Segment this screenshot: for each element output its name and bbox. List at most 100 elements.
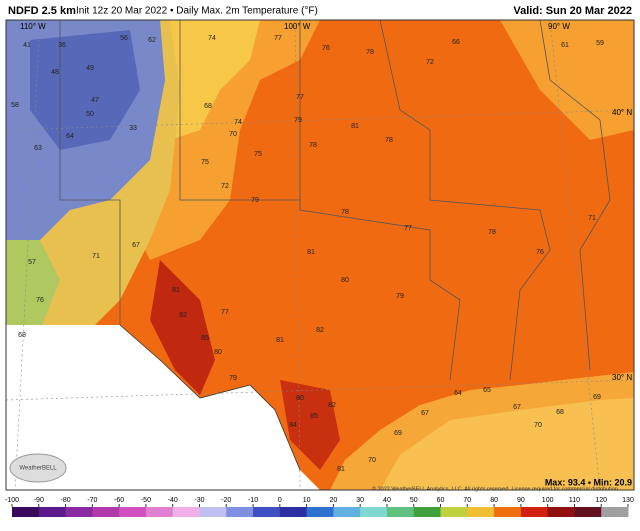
mountain-cold bbox=[30, 30, 140, 150]
station-value: 76 bbox=[536, 249, 544, 256]
station-value: 78 bbox=[488, 229, 496, 236]
colorbar-segment bbox=[92, 507, 120, 517]
station-value: 82 bbox=[316, 327, 324, 334]
colorbar-segment bbox=[65, 507, 93, 517]
station-value: 77 bbox=[404, 225, 412, 232]
station-value: 70 bbox=[534, 422, 542, 429]
logo bbox=[9, 453, 67, 483]
station-value: 75 bbox=[201, 159, 209, 166]
colorbar-label: 60 bbox=[437, 497, 445, 504]
state-line bbox=[179, 20, 461, 381]
station-value: 77 bbox=[274, 35, 282, 42]
colorbar-segment bbox=[494, 507, 522, 517]
station-value: 78 bbox=[341, 209, 349, 216]
station-value: 56 bbox=[120, 35, 128, 42]
colorbar-segment bbox=[547, 507, 575, 517]
colorbar-label: 50 bbox=[410, 497, 418, 504]
colorbar-label: -20 bbox=[221, 497, 231, 504]
station-value: 80 bbox=[341, 277, 349, 284]
station-value: 81 bbox=[337, 466, 345, 473]
station-value: 78 bbox=[366, 49, 374, 56]
valid: Valid: Sun 20 Mar 2022 bbox=[513, 5, 632, 17]
west-green bbox=[6, 240, 60, 340]
colorbar-label: 20 bbox=[329, 497, 337, 504]
graticule-label: 110° W bbox=[20, 22, 46, 31]
gulf-outer bbox=[380, 398, 634, 490]
station-value: 82 bbox=[179, 312, 187, 319]
station-value: 80 bbox=[296, 395, 304, 402]
colorbar-segment bbox=[601, 507, 629, 517]
station-value: 79 bbox=[294, 117, 302, 124]
colorbar-segment bbox=[306, 507, 334, 517]
station-value: 64 bbox=[454, 390, 462, 397]
station-value: 85 bbox=[201, 335, 209, 342]
station-value: 67 bbox=[513, 404, 521, 411]
station-value: 79 bbox=[396, 293, 404, 300]
station-value: 61 bbox=[561, 42, 569, 49]
title: NDFD 2.5 km bbox=[8, 5, 76, 17]
station-value: 36 bbox=[58, 42, 66, 49]
colorbar-segment bbox=[413, 507, 442, 517]
copyright: © 2022 WeatherBELL Analytics, LLC. All r… bbox=[372, 485, 620, 492]
station-value: 72 bbox=[426, 59, 434, 66]
border-mexico bbox=[119, 324, 301, 471]
station-value: 81 bbox=[276, 337, 284, 344]
station-value: 81 bbox=[172, 287, 180, 294]
graticule-label: 40° N bbox=[612, 108, 632, 117]
colorbar-label: -40 bbox=[168, 497, 178, 504]
station-value: 68 bbox=[556, 409, 564, 416]
station-value: 49 bbox=[86, 65, 94, 72]
station-value: 50 bbox=[86, 111, 94, 118]
station-value: 41 bbox=[23, 42, 31, 49]
colorbar-segment bbox=[360, 507, 388, 517]
colorbar-label: -60 bbox=[114, 497, 124, 504]
colorbar-label: 30 bbox=[356, 497, 364, 504]
station-value: 57 bbox=[28, 259, 36, 266]
station-value: 80 bbox=[214, 349, 222, 356]
stats: Max: 93.4 • Min: 20.9 bbox=[545, 477, 632, 487]
station-value: 58 bbox=[11, 102, 19, 109]
station-value: 67 bbox=[132, 242, 140, 249]
station-value: 81 bbox=[351, 123, 359, 130]
colorbar-segment bbox=[172, 507, 200, 517]
colorbar-label: -10 bbox=[248, 497, 258, 504]
colorbar-label: 100 bbox=[542, 497, 554, 504]
station-value: 79 bbox=[229, 375, 237, 382]
station-value: 76 bbox=[322, 45, 330, 52]
colorbar-segment bbox=[520, 507, 549, 517]
colorbar-label: -30 bbox=[194, 497, 204, 504]
colorbar-label: -50 bbox=[141, 497, 151, 504]
colorbar-label: -100 bbox=[5, 497, 19, 504]
colorbar-segment bbox=[333, 507, 361, 517]
map bbox=[6, 20, 634, 490]
colorbar-label: -90 bbox=[34, 497, 44, 504]
colorbar-segment bbox=[467, 507, 495, 517]
station-value: 82 bbox=[328, 402, 336, 409]
hot-bigbend bbox=[150, 260, 215, 395]
station-value: 66 bbox=[452, 39, 460, 46]
station-value: 67 bbox=[421, 410, 429, 417]
logo-text: WeatherBELL bbox=[19, 466, 57, 472]
station-value: 68 bbox=[204, 103, 212, 110]
ne-band bbox=[500, 20, 634, 140]
graticule-label: 30° N bbox=[612, 373, 632, 382]
colorbar-segment bbox=[226, 507, 254, 517]
station-value: 65 bbox=[483, 387, 491, 394]
station-value: 77 bbox=[221, 309, 229, 316]
station-value: 76 bbox=[36, 297, 44, 304]
meridian bbox=[294, 20, 301, 490]
colorbar-label: 40 bbox=[383, 497, 391, 504]
station-value: 47 bbox=[91, 97, 99, 104]
station-value: 63 bbox=[34, 145, 42, 152]
station-value: 72 bbox=[221, 183, 229, 190]
colorbar-label: 90 bbox=[517, 497, 525, 504]
state-line bbox=[59, 20, 121, 325]
colorbar-label: -80 bbox=[61, 497, 71, 504]
colorbar-label: 0 bbox=[278, 497, 282, 504]
state-line bbox=[539, 20, 611, 371]
mexico bbox=[6, 325, 320, 490]
map-frame bbox=[5, 19, 635, 491]
subtitle: Init 12z 20 Mar 2022 • Daily Max. 2m Tem… bbox=[76, 6, 318, 17]
station-value: 71 bbox=[588, 215, 596, 222]
